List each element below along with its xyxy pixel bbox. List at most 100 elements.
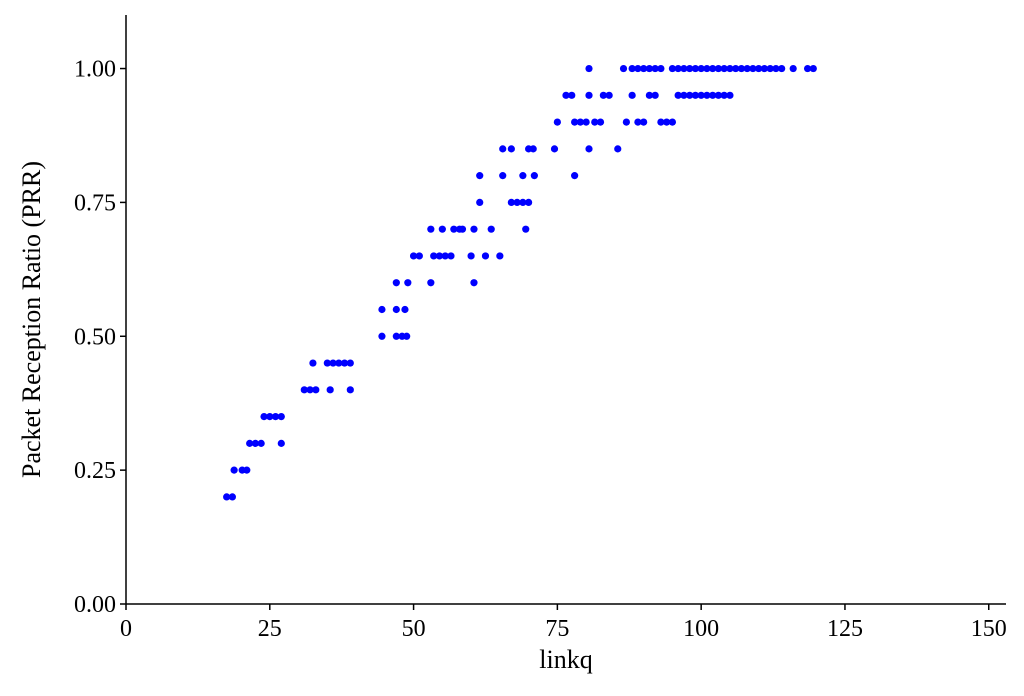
data-point: [435, 252, 444, 260]
data-point: [404, 279, 412, 287]
data-point: [568, 91, 576, 99]
data-point: [640, 118, 648, 126]
x-axis-ticks: 0 25 50 75 100 125 150: [120, 604, 1007, 642]
data-point: [230, 466, 238, 474]
data-point: [470, 279, 478, 287]
data-point: [737, 64, 746, 73]
data-point: [668, 64, 677, 73]
data-point: [246, 439, 254, 447]
data-point: [312, 386, 320, 394]
data-point: [634, 64, 642, 73]
data-point: [346, 386, 354, 394]
data-point: [596, 118, 605, 126]
data-point: [458, 225, 467, 233]
x-tick-label: 150: [971, 616, 1007, 642]
data-point: [720, 91, 728, 99]
data-point: [529, 145, 537, 153]
data-point: [323, 359, 331, 367]
data-point: [438, 225, 446, 233]
data-point: [277, 439, 285, 447]
x-tick-label: 0: [120, 616, 132, 642]
data-point: [415, 252, 423, 260]
data-point: [481, 252, 490, 260]
data-point: [680, 91, 688, 99]
data-point: [622, 118, 630, 126]
data-point: [507, 145, 515, 153]
x-tick-label: 125: [827, 616, 863, 642]
data-point: [619, 64, 628, 73]
data-point: [686, 91, 694, 99]
data-point: [657, 64, 665, 73]
data-point: [697, 64, 705, 73]
data-point: [697, 91, 705, 99]
data-point: [585, 91, 593, 99]
data-point: [277, 412, 285, 421]
data-point: [243, 466, 251, 474]
data-point: [476, 198, 484, 207]
data-point: [300, 386, 308, 394]
data-point: [732, 64, 740, 73]
data-point: [605, 91, 613, 99]
data-point: [329, 359, 337, 367]
y-tick-label: 0.75: [74, 190, 116, 216]
data-point: [260, 412, 268, 421]
data-point: [271, 412, 280, 421]
data-point: [645, 91, 653, 99]
data-point: [714, 91, 723, 99]
data-point: [309, 359, 317, 367]
data-point: [306, 386, 314, 394]
data-point: [467, 252, 475, 260]
data-point: [476, 172, 484, 180]
data-point: [409, 252, 418, 260]
data-point: [709, 91, 717, 99]
data-point: [525, 198, 533, 207]
data-point: [585, 64, 593, 73]
data-point: [640, 64, 648, 73]
data-point: [530, 172, 538, 180]
data-point: [223, 493, 231, 501]
data-point: [809, 64, 817, 73]
y-tick-label: 0.25: [74, 458, 116, 484]
data-point: [789, 64, 797, 73]
data-point: [507, 198, 515, 207]
data-point: [634, 118, 642, 126]
data-point: [691, 91, 700, 99]
data-point: [703, 91, 711, 99]
data-point: [447, 252, 455, 260]
data-point: [522, 225, 530, 233]
data-point: [778, 64, 786, 73]
data-point: [571, 118, 579, 126]
data-point: [755, 64, 763, 73]
data-point: [487, 225, 495, 233]
data-point: [378, 305, 386, 314]
data-point: [335, 359, 343, 367]
data-point: [772, 64, 780, 73]
data-point: [251, 439, 260, 447]
x-tick-label: 50: [402, 616, 426, 642]
data-point: [614, 145, 622, 153]
data-point: [257, 439, 265, 447]
data-point: [266, 412, 274, 421]
data-point: [628, 91, 636, 99]
data-point: [430, 252, 438, 260]
y-tick-label: 0.00: [74, 592, 116, 618]
data-point: [576, 118, 584, 126]
data-point: [743, 64, 751, 73]
data-point: [703, 64, 711, 73]
y-axis-ticks: 0.00 0.25 0.50 0.75 1.00: [74, 57, 126, 618]
data-point: [346, 359, 354, 367]
data-point: [427, 225, 435, 233]
data-point: [562, 91, 570, 99]
data-point: [645, 64, 653, 73]
data-point: [686, 64, 694, 73]
data-point: [803, 64, 812, 73]
data-point: [628, 64, 636, 73]
data-point: [709, 64, 717, 73]
x-axis-title: linkq: [539, 645, 592, 674]
data-point: [519, 198, 527, 207]
data-point: [668, 118, 677, 126]
data-point: [499, 145, 507, 153]
data-point: [691, 64, 700, 73]
data-point: [651, 64, 659, 73]
